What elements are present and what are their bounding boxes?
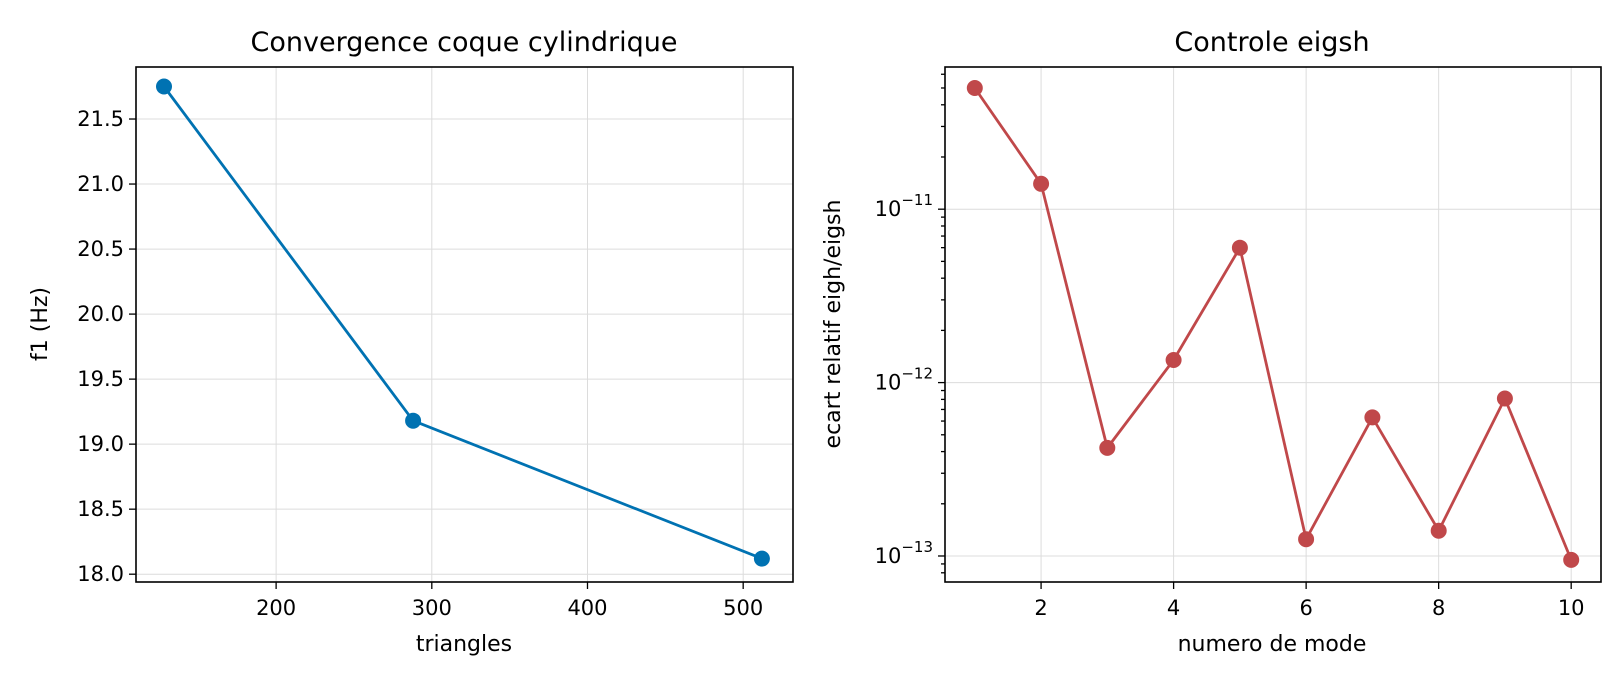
grid (945, 67, 1601, 582)
y-axis-label: ecart relatif eigh/eigsh (821, 200, 846, 449)
grid (136, 67, 793, 582)
data-point (1231, 239, 1248, 256)
y-tick-label: 20.5 (77, 237, 124, 261)
x-tick-label: 2 (1034, 596, 1047, 620)
x-tick-label: 200 (256, 596, 296, 620)
x-tick-label: 8 (1432, 596, 1445, 620)
axis-ticks: 200 300 400 500 18.0 18.5 19.0 19.5 20.0 20.5 21.0… (77, 107, 763, 620)
chart-title: Controle eigsh (1174, 27, 1369, 58)
series (156, 78, 770, 567)
x-tick-label: 500 (723, 596, 763, 620)
x-tick-label: 6 (1299, 596, 1312, 620)
x-tick-label: 4 (1167, 596, 1180, 620)
chart-eigsh-control: Controle eigsh 2 4 6 8 10 10−13 10−12 10−11 num… (821, 27, 1602, 657)
data-point (753, 550, 770, 567)
data-point (1364, 409, 1381, 426)
axis-ticks: 2 4 6 8 10 10−13 10−12 10−11 (875, 73, 1585, 620)
x-tick-label: 300 (412, 596, 452, 620)
data-point (966, 80, 983, 96)
x-tick-label: 400 (567, 596, 607, 620)
y-tick-label: 18.5 (77, 497, 124, 521)
y-tick-label: 20.0 (77, 302, 124, 326)
chart-title: Convergence coque cylindrique (251, 27, 678, 58)
data-point (1298, 531, 1315, 548)
y-tick-label: 18.0 (77, 562, 124, 586)
data-point (1496, 390, 1513, 407)
plot-frame (944, 66, 1602, 583)
series-line (973, 87, 1573, 561)
x-tick-label: 10 (1558, 596, 1585, 620)
data-point (1563, 551, 1580, 568)
y-axis-label: f1 (Hz) (28, 287, 53, 361)
series-line (162, 85, 763, 560)
data-point (1033, 175, 1050, 192)
x-axis-label: numero de mode (1178, 632, 1367, 657)
data-point (1099, 439, 1116, 456)
y-tick-label: 21.0 (77, 172, 124, 196)
y-tick-label: 10−11 (875, 191, 933, 221)
y-tick-label: 10−13 (875, 538, 933, 568)
data-point (405, 412, 422, 429)
series (966, 80, 1580, 568)
y-tick-label: 19.0 (77, 432, 124, 456)
y-tick-label: 10−12 (875, 365, 933, 395)
plot-frame (135, 66, 794, 583)
chart-convergence: Convergence coque cylindrique 200 300 400 5… (28, 27, 794, 657)
data-point (1430, 522, 1447, 539)
data-point (1165, 352, 1182, 368)
data-point (156, 78, 172, 95)
y-tick-label: 21.5 (77, 107, 124, 131)
x-axis-label: triangles (416, 632, 512, 657)
y-tick-label: 19.5 (77, 367, 124, 391)
